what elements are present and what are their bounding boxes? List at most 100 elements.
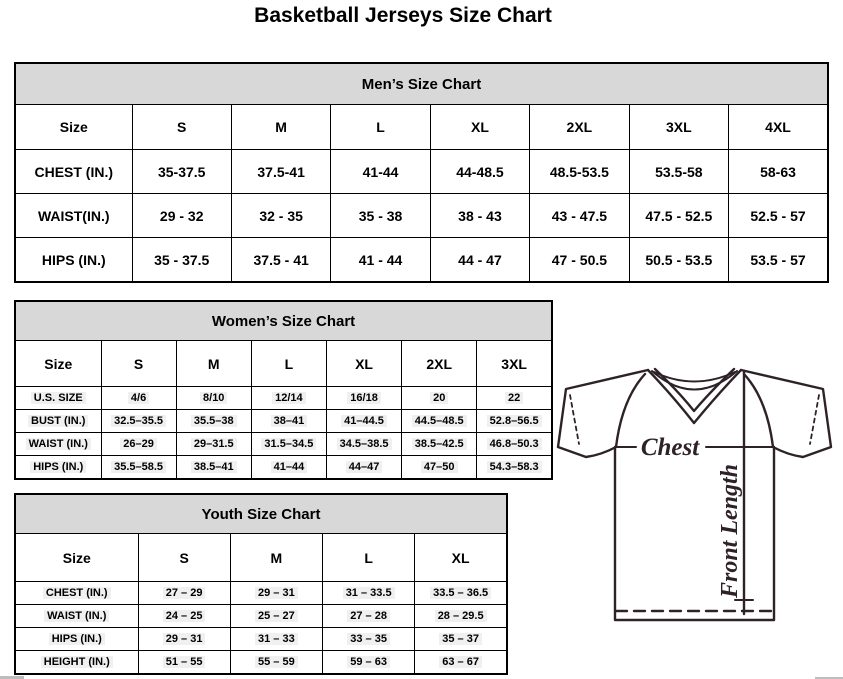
column-header: M xyxy=(230,104,332,150)
cell-value: 51 – 55 xyxy=(137,650,231,675)
column-header: 2XL xyxy=(401,340,478,387)
row-label: CHEST (IN.) xyxy=(14,149,133,194)
cell-value: 35.5–38 xyxy=(175,409,252,433)
column-header: Size xyxy=(14,340,102,387)
cell-value: 16/18 xyxy=(325,386,403,410)
cell-value: 37.5-41 xyxy=(230,149,332,194)
cell-value: 29 – 31 xyxy=(137,627,231,651)
cell-value: 58-63 xyxy=(728,149,829,194)
column-header: S xyxy=(137,533,231,582)
youth-header-row: Size S M L XL xyxy=(14,533,508,582)
mens-table-title: Men’s Size Chart xyxy=(14,62,829,105)
cell-value: 50.5 - 53.5 xyxy=(628,237,730,283)
cell-value: 33.5 – 36.5 xyxy=(414,581,508,605)
cell-value: 52.8–56.5 xyxy=(476,409,553,433)
table-row: U.S. SIZE 4/6 8/10 12/14 16/18 20 22 xyxy=(14,386,553,410)
cell-value: 35 – 37 xyxy=(414,627,508,651)
cell-value: 8/10 xyxy=(175,386,252,410)
table-row: WAIST (IN.) 24 – 25 25 – 27 27 – 28 28 –… xyxy=(14,604,508,628)
cell-value: 44–47 xyxy=(325,455,403,480)
column-header: 4XL xyxy=(728,104,829,150)
column-header: M xyxy=(175,340,252,387)
cell-value: 41 - 44 xyxy=(330,237,431,283)
jersey-diagram-icon: Chest Front Length xyxy=(556,367,833,622)
cell-value: 41-44 xyxy=(330,149,431,194)
cell-value: 34.5–38.5 xyxy=(325,432,403,456)
column-header: XL xyxy=(429,104,531,150)
cell-value: 47.5 - 52.5 xyxy=(628,193,730,238)
cell-value: 44 - 47 xyxy=(429,237,531,283)
row-label: BUST (IN.) xyxy=(14,409,102,433)
table-row: HEIGHT (IN.) 51 – 55 55 – 59 59 – 63 63 … xyxy=(14,650,508,675)
table-row: CHEST (IN.) 27 – 29 29 – 31 31 – 33.5 33… xyxy=(14,581,508,605)
row-label: CHEST (IN.) xyxy=(14,581,139,605)
column-header: XL xyxy=(414,533,508,582)
front-length-label: Front Length xyxy=(717,464,743,599)
cell-value: 24 – 25 xyxy=(137,604,231,628)
cell-value: 38.5–41 xyxy=(175,455,252,480)
chest-label: Chest xyxy=(641,434,700,461)
womens-table-title: Women’s Size Chart xyxy=(14,300,553,341)
column-header: Size xyxy=(14,533,139,582)
column-header: 2XL xyxy=(529,104,630,150)
cell-value: 27 – 29 xyxy=(137,581,231,605)
cell-value: 4/6 xyxy=(100,386,177,410)
jersey-measurement-diagram: Chest Front Length xyxy=(556,361,834,629)
cell-value: 41–44 xyxy=(250,455,327,480)
cell-value: 44-48.5 xyxy=(429,149,531,194)
youth-size-table: Youth Size Chart Size S M L XL CHEST (IN… xyxy=(14,493,508,675)
cell-value: 25 – 27 xyxy=(229,604,324,628)
row-label: HIPS (IN.) xyxy=(14,627,139,651)
cell-value: 35 - 38 xyxy=(330,193,431,238)
cell-value: 29 – 31 xyxy=(229,581,324,605)
cell-value: 43 - 47.5 xyxy=(529,193,630,238)
cell-value: 37.5 - 41 xyxy=(230,237,332,283)
cell-value: 32 - 35 xyxy=(230,193,332,238)
cell-value: 41–44.5 xyxy=(325,409,403,433)
cell-value: 59 – 63 xyxy=(321,650,416,675)
column-header: M xyxy=(229,533,324,582)
cell-value: 29 - 32 xyxy=(131,193,232,238)
page-title: Basketball Jerseys Size Chart xyxy=(254,4,552,27)
cell-value: 31 – 33.5 xyxy=(321,581,416,605)
column-header: L xyxy=(321,533,416,582)
cell-value: 20 xyxy=(401,386,478,410)
cell-value: 47–50 xyxy=(401,455,478,480)
womens-size-table: Women’s Size Chart Size S M L XL 2XL 3XL… xyxy=(14,300,553,480)
scrollbar-fragment-right[interactable] xyxy=(815,677,843,679)
cell-value: 12/14 xyxy=(250,386,327,410)
cell-value: 31 – 33 xyxy=(229,627,324,651)
table-row: HIPS (IN.) 35 - 37.5 37.5 - 41 41 - 44 4… xyxy=(14,237,829,283)
row-label: HIPS (IN.) xyxy=(14,237,133,283)
mens-size-table: Men’s Size Chart Size S M L XL 2XL 3XL 4… xyxy=(14,62,829,283)
table-row: HIPS (IN.) 29 – 31 31 – 33 33 – 35 35 – … xyxy=(14,627,508,651)
cell-value: 53.5 - 57 xyxy=(728,237,829,283)
cell-value: 55 – 59 xyxy=(229,650,324,675)
cell-value: 27 – 28 xyxy=(321,604,416,628)
cell-value: 47 - 50.5 xyxy=(529,237,630,283)
column-header: Size xyxy=(14,104,133,150)
cell-value: 44.5–48.5 xyxy=(401,409,478,433)
table-row: BUST (IN.) 32.5–35.5 35.5–38 38–41 41–44… xyxy=(14,409,553,433)
cell-value: 52.5 - 57 xyxy=(728,193,829,238)
cell-value: 33 – 35 xyxy=(321,627,416,651)
cell-value: 54.3–58.3 xyxy=(476,455,553,480)
cell-value: 32.5–35.5 xyxy=(100,409,177,433)
column-header: 3XL xyxy=(628,104,730,150)
cell-value: 35-37.5 xyxy=(131,149,232,194)
cell-value: 48.5-53.5 xyxy=(529,149,630,194)
cell-value: 38.5–42.5 xyxy=(401,432,478,456)
cell-value: 53.5-58 xyxy=(628,149,730,194)
youth-table-title: Youth Size Chart xyxy=(14,493,508,534)
row-label: WAIST (IN.) xyxy=(14,432,102,456)
row-label: WAIST(IN.) xyxy=(14,193,133,238)
column-header: L xyxy=(250,340,327,387)
row-label: U.S. SIZE xyxy=(14,386,102,410)
table-row: HIPS (IN.) 35.5–58.5 38.5–41 41–44 44–47… xyxy=(14,455,553,480)
column-header: S xyxy=(100,340,177,387)
column-header: 3XL xyxy=(476,340,553,387)
cell-value: 46.8–50.3 xyxy=(476,432,553,456)
cell-value: 35 - 37.5 xyxy=(131,237,232,283)
scrollbar-fragment-left[interactable] xyxy=(0,676,24,679)
row-label: HEIGHT (IN.) xyxy=(14,650,139,675)
